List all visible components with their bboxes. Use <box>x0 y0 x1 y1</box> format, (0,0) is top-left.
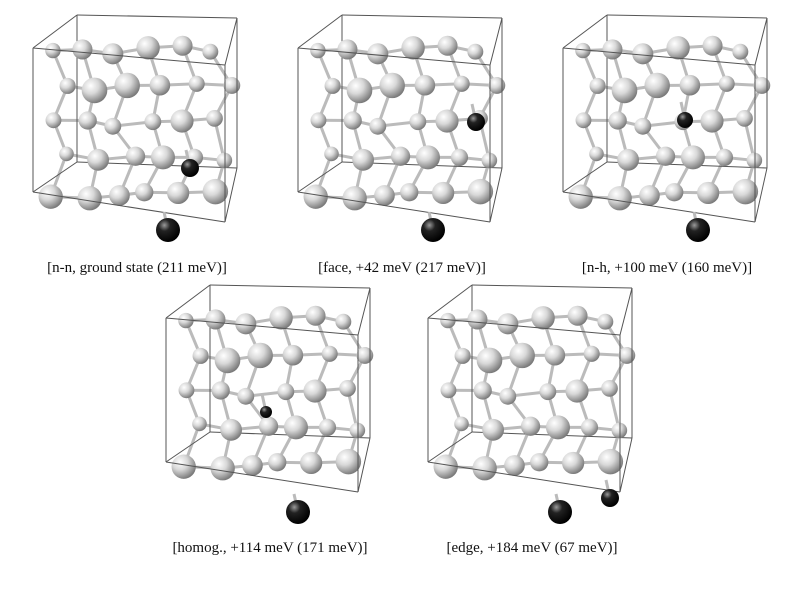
structure-panel <box>166 285 373 524</box>
caption: [n-h, +100 meV (160 meV)] <box>582 260 752 276</box>
defect-atom <box>286 500 310 524</box>
page: [n-n, ground state (211 meV)] [face, +42… <box>0 0 799 590</box>
defect-atom <box>421 218 445 242</box>
defect-atom <box>601 489 619 507</box>
defect-atom <box>181 159 199 177</box>
defect-atom <box>677 112 693 128</box>
caption: [n-n, ground state (211 meV)] <box>47 260 227 276</box>
unit-cell <box>428 285 635 492</box>
defect-atom <box>260 406 272 418</box>
structure-panel <box>298 15 505 242</box>
defect-atom <box>156 218 180 242</box>
caption: [face, +42 meV (217 meV)] <box>318 260 486 276</box>
defect-atom <box>686 218 710 242</box>
defect-atom <box>548 500 572 524</box>
structure-panel <box>33 15 240 242</box>
structure-panel <box>428 285 635 524</box>
caption: [edge, +184 meV (67 meV)] <box>446 540 617 556</box>
unit-cell <box>33 15 240 222</box>
structure-panel <box>563 15 770 242</box>
unit-cell <box>166 285 373 492</box>
defect-atom <box>467 113 485 131</box>
figure: [n-n, ground state (211 meV)] [face, +42… <box>0 0 799 590</box>
caption: [homog., +114 meV (171 meV)] <box>172 540 367 556</box>
unit-cell <box>563 15 770 222</box>
